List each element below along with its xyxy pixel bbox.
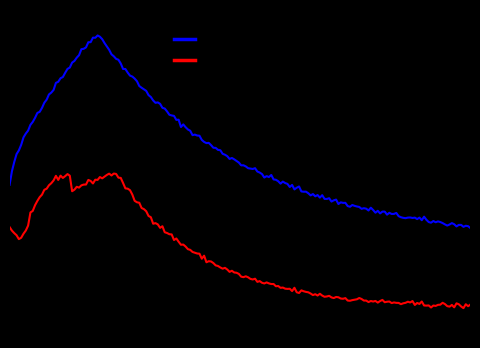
Legend: , : ,: [168, 27, 201, 73]
